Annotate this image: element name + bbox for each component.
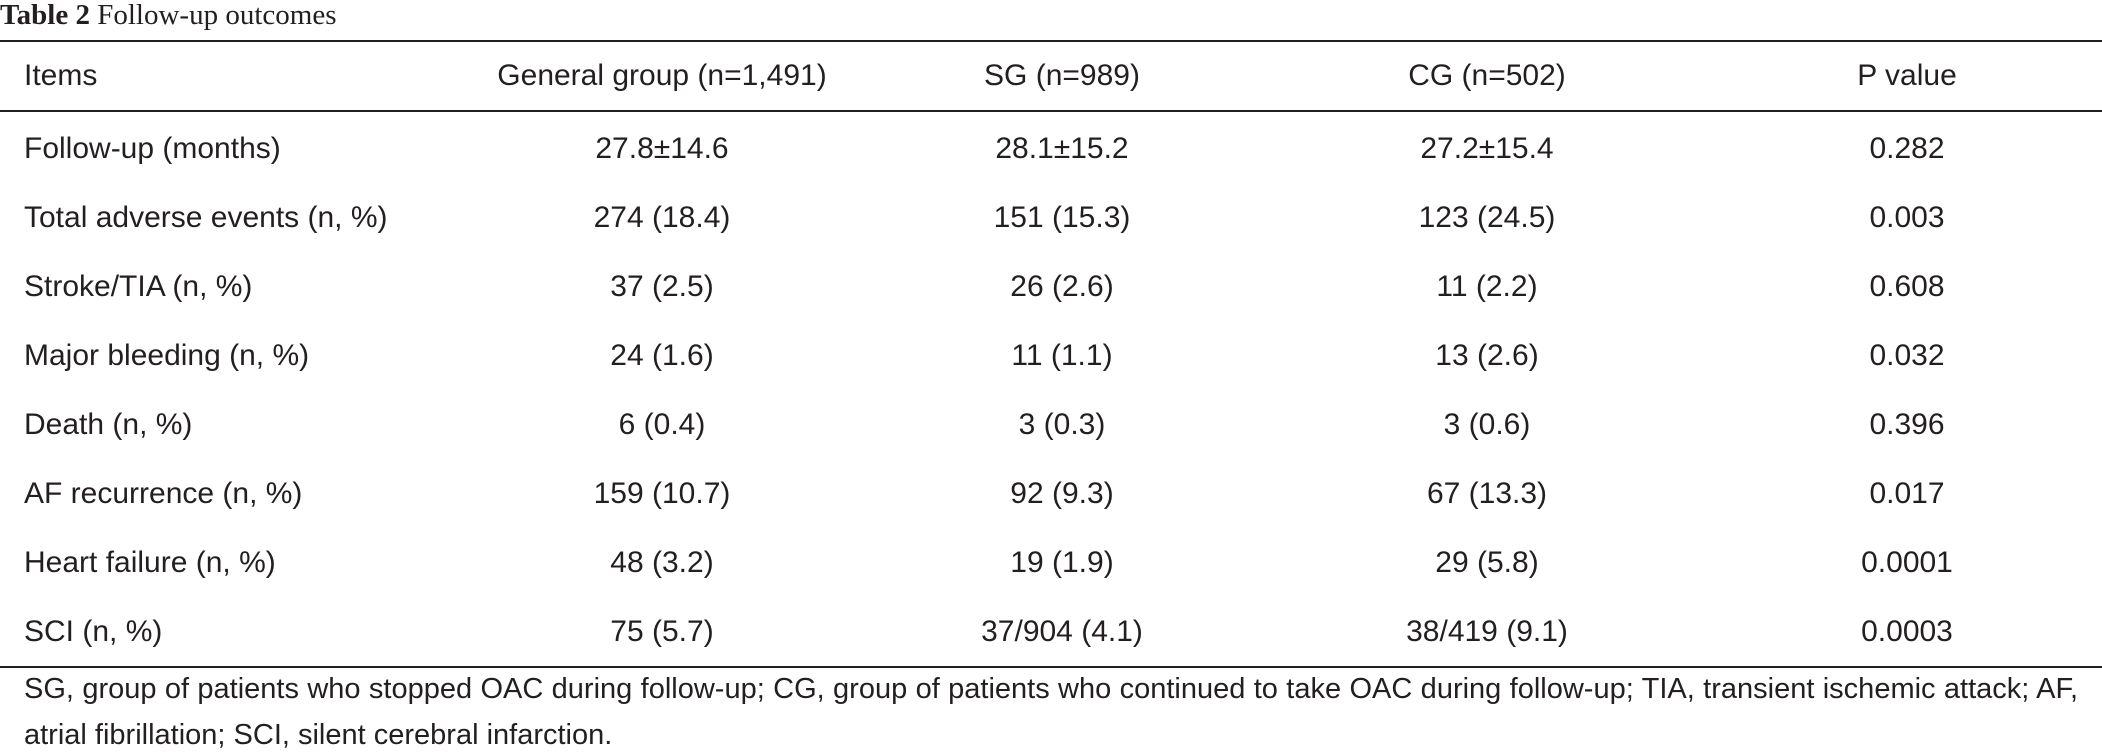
table-caption: Table 2 Follow-up outcomes (0, 0, 337, 40)
cell-p-value: 0.282 (1869, 131, 1945, 165)
cell-general-group: 274 (18.4) (593, 200, 731, 234)
cell-item: Total adverse events (n, %) (24, 200, 388, 234)
cell-item: SCI (n, %) (24, 614, 163, 648)
cell-item: Follow-up (months) (24, 131, 281, 165)
cell-cg: 123 (24.5) (1418, 200, 1556, 234)
cell-sg: 151 (15.3) (993, 200, 1131, 234)
cell-sg: 11 (1.1) (1011, 338, 1113, 372)
cell-sg: 92 (9.3) (1010, 476, 1114, 510)
table-header: Items General group (n=1,491) SG (n=989)… (0, 41, 2102, 111)
table-caption-label: Table 2 (0, 0, 90, 31)
cell-p-value: 0.396 (1869, 407, 1945, 441)
header-cg: CG (n=502) (1408, 59, 1566, 92)
header-items: Items (24, 59, 98, 92)
header-p-value: P value (1857, 59, 1957, 92)
table-row: Follow-up (months) 27.8±14.6 28.1±15.2 2… (0, 111, 2102, 183)
cell-general-group: 27.8±14.6 (595, 131, 729, 165)
cell-item: Death (n, %) (24, 407, 193, 441)
table-row: AF recurrence (n, %) 159 (10.7) 92 (9.3)… (0, 459, 2102, 528)
cell-item: Stroke/TIA (n, %) (24, 269, 253, 303)
cell-cg: 3 (0.6) (1443, 407, 1531, 441)
cell-sg: 26 (2.6) (1010, 269, 1114, 303)
table-body: Follow-up (months) 27.8±14.6 28.1±15.2 2… (0, 111, 2102, 667)
cell-item: Heart failure (n, %) (24, 545, 276, 579)
table-footnote: SG, group of patients who stopped OAC du… (24, 673, 2078, 751)
table-row: Stroke/TIA (n, %) 37 (2.5) 26 (2.6) 11 (… (0, 252, 2102, 321)
cell-p-value: 0.0003 (1861, 614, 1953, 648)
cell-general-group: 37 (2.5) (610, 269, 714, 303)
cell-p-value: 0.017 (1869, 476, 1945, 510)
header-row: Items General group (n=1,491) SG (n=989)… (0, 41, 2102, 111)
table-row: Heart failure (n, %) 48 (3.2) 19 (1.9) 2… (0, 528, 2102, 597)
cell-p-value: 0.003 (1869, 200, 1945, 234)
cell-general-group: 24 (1.6) (610, 338, 714, 372)
cell-general-group: 6 (0.4) (618, 407, 706, 441)
cell-cg: 27.2±15.4 (1420, 131, 1554, 165)
cell-p-value: 0.608 (1869, 269, 1945, 303)
cell-cg: 11 (2.2) (1436, 269, 1538, 303)
table-row: SCI (n, %) 75 (5.7) 37/904 (4.1) 38/419 … (0, 597, 2102, 667)
cell-cg: 67 (13.3) (1426, 476, 1548, 510)
cell-general-group: 48 (3.2) (610, 545, 714, 579)
table-container: Items General group (n=1,491) SG (n=989)… (0, 40, 2102, 668)
header-sg: SG (n=989) (984, 59, 1140, 92)
table-row: Major bleeding (n, %) 24 (1.6) 11 (1.1) … (0, 321, 2102, 390)
cell-item: Major bleeding (n, %) (24, 338, 310, 372)
cell-cg: 13 (2.6) (1435, 338, 1539, 372)
cell-general-group: 75 (5.7) (610, 614, 714, 648)
cell-p-value: 0.032 (1869, 338, 1945, 372)
cell-item: AF recurrence (n, %) (24, 476, 303, 510)
table-row: Death (n, %) 6 (0.4) 3 (0.3) 3 (0.6) 0.3… (0, 390, 2102, 459)
cell-sg: 19 (1.9) (1010, 545, 1114, 579)
cell-sg: 28.1±15.2 (995, 131, 1129, 165)
cell-sg: 37/904 (4.1) (981, 614, 1143, 648)
cell-cg: 38/419 (9.1) (1406, 614, 1568, 648)
table-row: Total adverse events (n, %) 274 (18.4) 1… (0, 183, 2102, 252)
cell-p-value: 0.0001 (1861, 545, 1953, 579)
follow-up-outcomes-table: Items General group (n=1,491) SG (n=989)… (0, 40, 2102, 668)
table-caption-title: Follow-up outcomes (97, 0, 337, 31)
header-general-group: General group (n=1,491) (497, 59, 827, 92)
cell-cg: 29 (5.8) (1435, 545, 1539, 579)
cell-sg: 3 (0.3) (1018, 407, 1106, 441)
cell-general-group: 159 (10.7) (593, 476, 731, 510)
